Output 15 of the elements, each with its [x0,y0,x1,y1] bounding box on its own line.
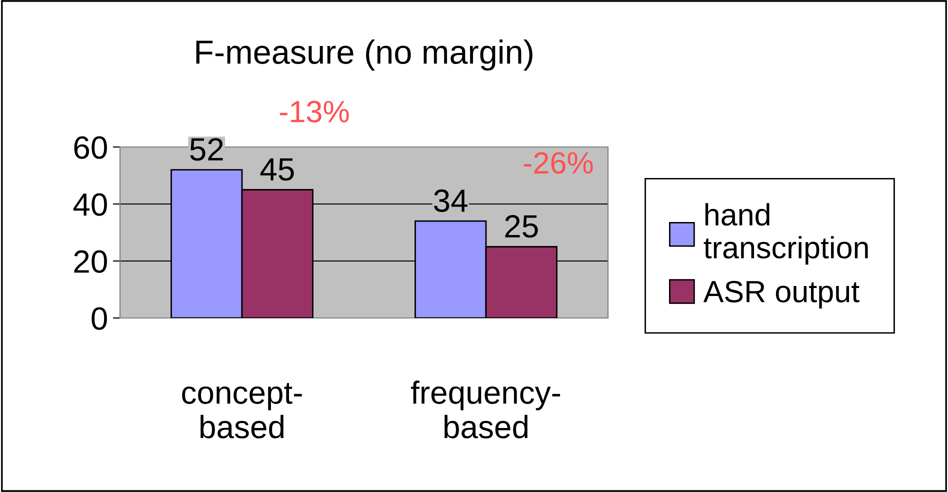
x-tick-label: concept- based [182,382,302,438]
annotation: -26% [524,152,593,174]
data-label: 25 [505,215,538,238]
legend-label: ASR output [703,280,860,308]
y-tick-label: 40 [73,193,107,216]
text: -13% [280,100,349,122]
y-tick-label: 60 [74,136,107,159]
data-label: 34 [434,189,468,212]
data-label: 45 [260,158,294,181]
chart-title: F-measure (no margin) [196,40,532,71]
y-tick-label: 20 [74,250,107,273]
y-tick-label: 0 [92,307,107,330]
data-label: 52 [190,138,223,161]
x-tick-label: frequency- based [411,380,560,438]
legend-label: hand transcription [704,203,868,265]
